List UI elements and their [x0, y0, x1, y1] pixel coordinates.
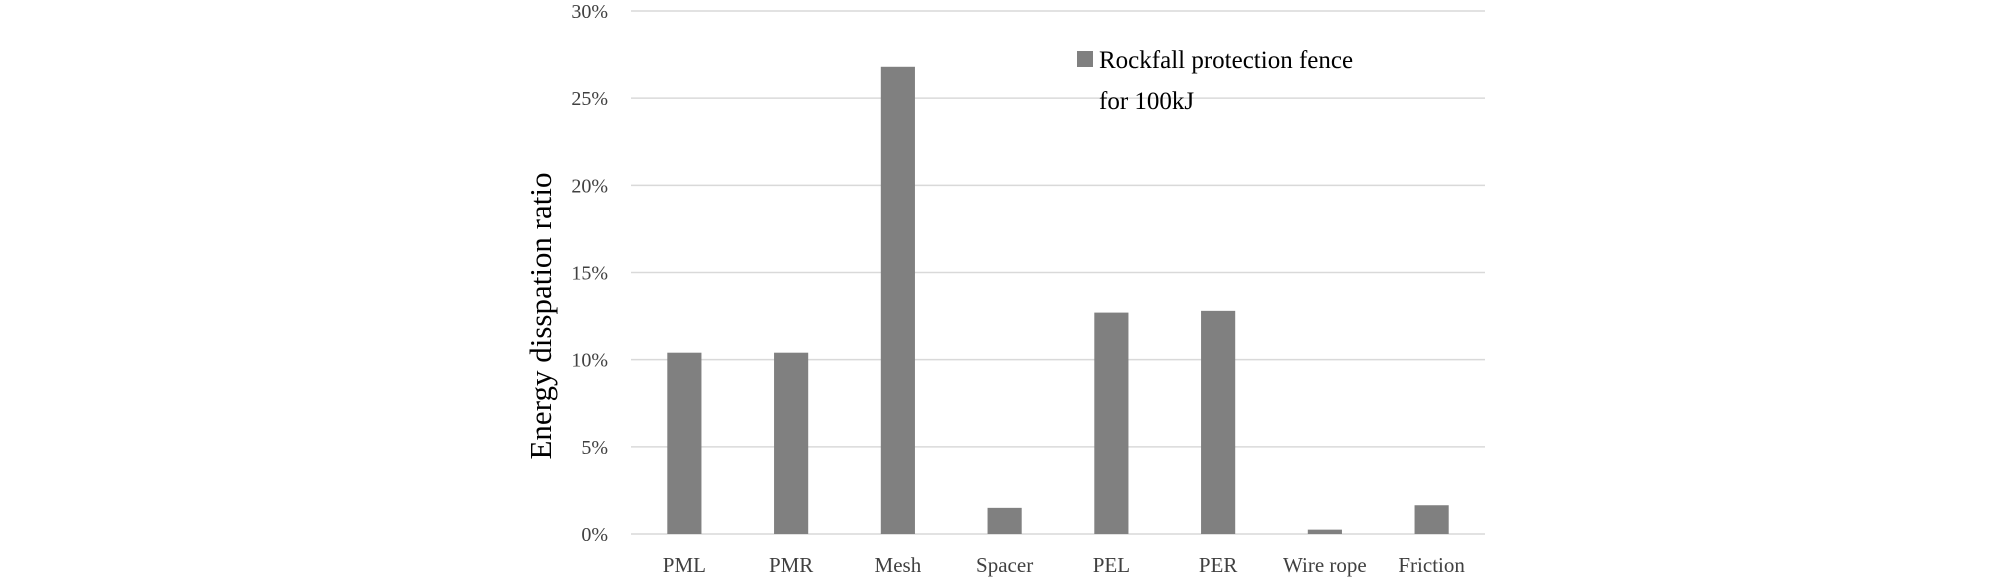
bar-friction	[1414, 505, 1449, 534]
category-label: Wire rope	[1283, 553, 1367, 577]
bar-mesh	[880, 66, 915, 534]
bar-pmr	[774, 352, 809, 534]
category-label: Mesh	[875, 553, 922, 577]
legend: Rockfall protection fence for 100kJ	[1077, 47, 1353, 115]
y-tick-label: 15%	[571, 263, 608, 285]
category-label: PMR	[769, 553, 813, 577]
category-label: Friction	[1398, 553, 1465, 577]
y-tick-label: 25%	[571, 88, 608, 110]
bar-pml	[667, 352, 702, 534]
y-tick-label: 0%	[581, 524, 608, 546]
bar-pel	[1094, 312, 1129, 534]
legend-label-line-2: for 100kJ	[1099, 88, 1194, 115]
category-labels: PML PMR Mesh Spacer PEL PER Wire rope Friction	[663, 553, 1466, 577]
category-label: PML	[663, 553, 706, 577]
category-label: PEL	[1093, 553, 1130, 577]
bar-per	[1201, 310, 1236, 534]
y-tick-labels: 0% 5% 10% 15% 20% 25% 30%	[571, 1, 608, 546]
y-tick-label: 5%	[581, 437, 608, 459]
y-tick-label: 10%	[571, 350, 608, 372]
y-tick-label: 30%	[571, 1, 608, 23]
y-tick-label: 20%	[571, 175, 608, 197]
bar-spacer	[987, 507, 1022, 534]
bars	[667, 66, 1449, 534]
legend-swatch	[1077, 51, 1093, 67]
category-label: PER	[1199, 553, 1238, 577]
legend-label-line-1: Rockfall protection fence	[1099, 47, 1353, 74]
bar-wire-rope	[1307, 529, 1342, 534]
gridlines	[631, 10, 1485, 535]
y-axis-label: Energy disspation ratio	[523, 173, 558, 460]
category-label: Spacer	[976, 553, 1033, 577]
